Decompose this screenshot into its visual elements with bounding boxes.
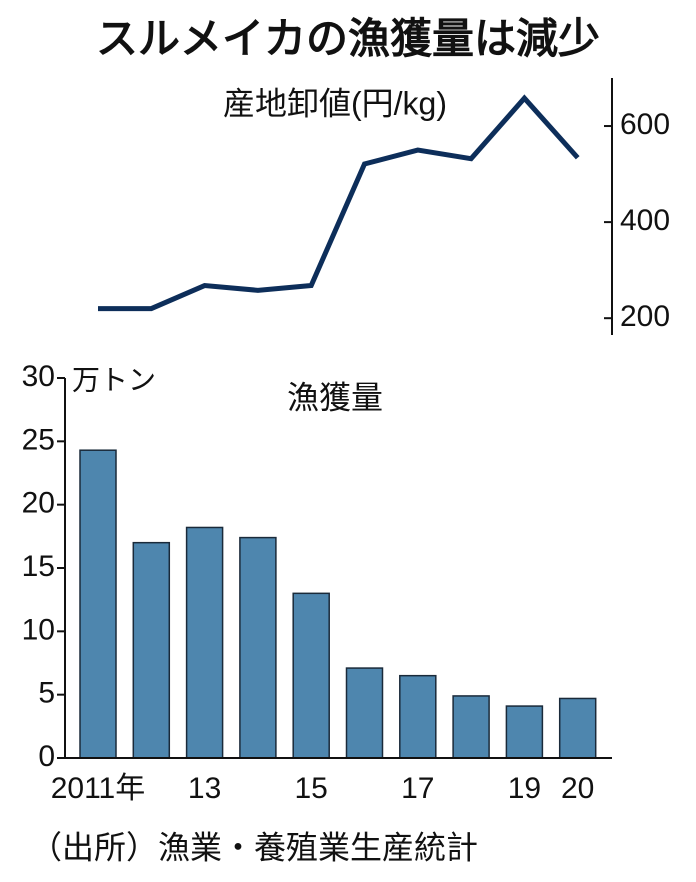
bar [292,592,330,759]
bar [505,705,544,759]
x-tick-label: 2011年 [51,772,146,805]
y-tick-label: 400 [620,204,670,237]
y-tick-label: 30 [22,360,55,393]
y-tick-label: 10 [22,613,55,646]
y-tick-label: 0 [38,740,55,773]
bar [452,695,490,759]
x-tick-label: 15 [295,772,328,805]
y-tick-label: 600 [620,108,670,141]
y-unit: 万トン [72,364,156,395]
x-tick-label: 20 [561,772,594,805]
line-label: 産地卸値(円/kg) [223,85,447,121]
bar-label: 漁獲量 [287,379,383,415]
y-tick-label: 5 [38,677,55,710]
chart-title: スルメイカの漁獲量は減少 [96,15,600,62]
x-tick-label: 17 [401,772,434,805]
x-tick-label: 19 [508,772,541,805]
x-tick-label: 13 [188,772,221,805]
bar [132,541,171,759]
bar [79,449,117,759]
bar [345,667,384,759]
bar [399,674,437,759]
price-line [98,94,580,312]
bar [185,526,224,759]
y-tick-label: 25 [22,423,55,456]
y-tick-label: 15 [22,550,55,583]
y-tick-label: 200 [620,300,670,333]
y-tick-label: 20 [22,487,55,520]
bar [239,536,277,759]
bar [558,697,597,759]
source: （出所）漁業・養殖業生産統計 [30,829,478,865]
